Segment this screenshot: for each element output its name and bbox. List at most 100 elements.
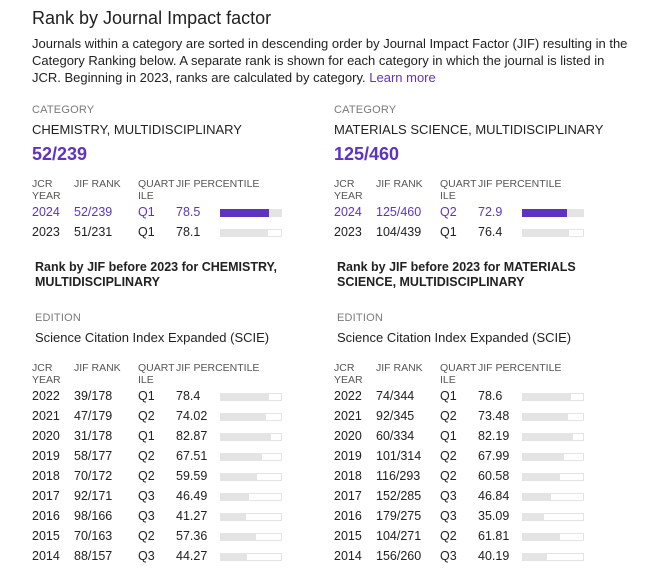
table-row: 2017 92/171 Q3 46.49 <box>32 486 332 506</box>
rank-cell: 88/157 <box>74 549 113 563</box>
year-cell: 2024 <box>32 205 60 219</box>
percentile-bar-cell <box>522 202 634 222</box>
table-row: 2017 152/285 Q3 46.84 <box>334 486 634 506</box>
quartile-cell: Q1 <box>138 225 155 239</box>
percentile-bar <box>522 472 584 481</box>
percentile-bar-fill <box>248 492 282 501</box>
learn-more-link[interactable]: Learn more <box>369 70 436 85</box>
quartile-cell: Q2 <box>138 409 155 423</box>
percentile-bar-fill <box>245 512 282 521</box>
year-cell: 2021 <box>334 409 362 423</box>
recent-rank-table: JCR YEAR JIF RANK QUART ILE JIF PERCENTI… <box>334 178 634 242</box>
col-header-year: JCR YEAR <box>32 362 61 386</box>
percentile-bar-fill <box>268 392 282 401</box>
percentile-bar <box>220 412 282 421</box>
percentile-bar <box>522 432 584 441</box>
category-label: CATEGORY <box>334 104 397 116</box>
rank-cell: 39/178 <box>74 389 113 403</box>
section-title: Rank by Journal Impact factor <box>32 8 272 28</box>
year-cell: 2019 <box>334 449 362 463</box>
percentile-bar-fill <box>247 552 282 561</box>
percentile-cell: 82.19 <box>478 429 510 443</box>
quartile-cell: Q1 <box>440 389 457 403</box>
table-row: 2019 101/314 Q2 67.99 <box>334 446 634 466</box>
rank-cell: 51/231 <box>74 225 113 239</box>
rank-cell: 74/344 <box>376 389 415 403</box>
prior-rank-table: JCR YEAR JIF RANK QUART ILE JIF PERCENTI… <box>334 362 634 566</box>
percentile-bar-fill <box>261 452 282 461</box>
table-row: 2022 39/178 Q1 78.4 <box>32 386 332 406</box>
table-row: 2016 179/275 Q3 35.09 <box>334 506 634 526</box>
percentile-cell: 78.5 <box>176 205 201 219</box>
percentile-bar <box>522 492 584 501</box>
rank-cell: 92/171 <box>74 489 113 503</box>
year-cell: 2019 <box>32 449 60 463</box>
col-header-rank: JIF RANK <box>74 362 121 374</box>
table-header-row: JCR YEAR JIF RANK QUART ILE JIF PERCENTI… <box>32 362 332 386</box>
percentile-bar <box>522 532 584 541</box>
percentile-bar-cell <box>220 202 332 222</box>
percentile-bar <box>522 208 584 217</box>
percentile-bar <box>220 208 282 217</box>
percentile-bar-fill <box>265 412 282 421</box>
percentile-cell: 78.1 <box>176 225 201 239</box>
table-row: 2024 125/460 Q2 72.9 <box>334 202 634 222</box>
year-cell: 2016 <box>334 509 362 523</box>
section-description: Journals within a category are sorted in… <box>32 35 632 86</box>
year-cell: 2023 <box>334 225 362 239</box>
percentile-bar-cell <box>522 222 634 242</box>
percentile-bar <box>220 472 282 481</box>
col-header-year: JCR YEAR <box>32 178 61 202</box>
percentile-bar-fill <box>268 228 282 237</box>
category-name: MATERIALS SCIENCE, MULTIDISCIPLINARY <box>334 122 604 137</box>
percentile-cell: 76.4 <box>478 225 503 239</box>
year-cell: 2022 <box>32 389 60 403</box>
percentile-bar-fill <box>256 472 282 481</box>
table-row: 2020 60/334 Q1 82.19 <box>334 426 634 446</box>
year-cell: 2021 <box>32 409 60 423</box>
prior-rank-title: Rank by JIF before 2023 for MATERIALS SC… <box>337 260 576 289</box>
quartile-cell: Q3 <box>138 509 155 523</box>
percentile-bar-cell <box>220 466 332 486</box>
table-row: 2014 156/260 Q3 40.19 <box>334 546 634 566</box>
table-header-row: JCR YEAR JIF RANK QUART ILE JIF PERCENTI… <box>32 178 332 202</box>
table-row: 2015 104/271 Q2 61.81 <box>334 526 634 546</box>
table-row: 2016 98/166 Q3 41.27 <box>32 506 332 526</box>
percentile-cell: 57.36 <box>176 529 208 543</box>
quartile-cell: Q3 <box>138 489 155 503</box>
rank-cell: 70/172 <box>74 469 113 483</box>
percentile-bar-cell <box>522 506 634 526</box>
rank-cell: 152/285 <box>376 489 422 503</box>
percentile-bar-cell <box>220 446 332 466</box>
col-header-quartile: QUART ILE <box>440 362 477 386</box>
table-row: 2021 92/345 Q2 73.48 <box>334 406 634 426</box>
percentile-bar <box>220 228 282 237</box>
prior-rank-table: JCR YEAR JIF RANK QUART ILE JIF PERCENTI… <box>32 362 332 566</box>
quartile-cell: Q1 <box>440 225 457 239</box>
category-summary: CATEGORY CHEMISTRY, MULTIDISCIPLINARY 52… <box>32 104 332 165</box>
percentile-bar-cell <box>220 506 332 526</box>
table-row: 2018 116/293 Q2 60.58 <box>334 466 634 486</box>
table-row: 2024 52/239 Q1 78.5 <box>32 202 332 222</box>
percentile-bar-fill <box>271 432 282 441</box>
description-text: Journals within a category are sorted in… <box>32 36 628 85</box>
percentile-bar <box>220 432 282 441</box>
percentile-cell: 78.6 <box>478 389 503 403</box>
percentile-bar-cell <box>522 406 634 426</box>
recent-rank-table: JCR YEAR JIF RANK QUART ILE JIF PERCENTI… <box>32 178 332 242</box>
percentile-bar-fill <box>564 452 584 461</box>
year-cell: 2022 <box>334 389 362 403</box>
table-header-row: JCR YEAR JIF RANK QUART ILE JIF PERCENTI… <box>334 362 634 386</box>
table-row: 2023 104/439 Q1 76.4 <box>334 222 634 242</box>
percentile-bar-fill <box>560 532 584 541</box>
rank-cell: 58/177 <box>74 449 113 463</box>
percentile-bar-cell <box>220 222 332 242</box>
col-header-percentile: JIF PERCENTILE <box>176 362 260 374</box>
percentile-cell: 67.51 <box>176 449 208 463</box>
percentile-cell: 67.99 <box>478 449 510 463</box>
percentile-bar-fill <box>220 208 269 217</box>
percentile-bar <box>522 512 584 521</box>
year-cell: 2018 <box>32 469 60 483</box>
rank-cell: 70/163 <box>74 529 113 543</box>
percentile-bar-fill <box>567 412 584 421</box>
